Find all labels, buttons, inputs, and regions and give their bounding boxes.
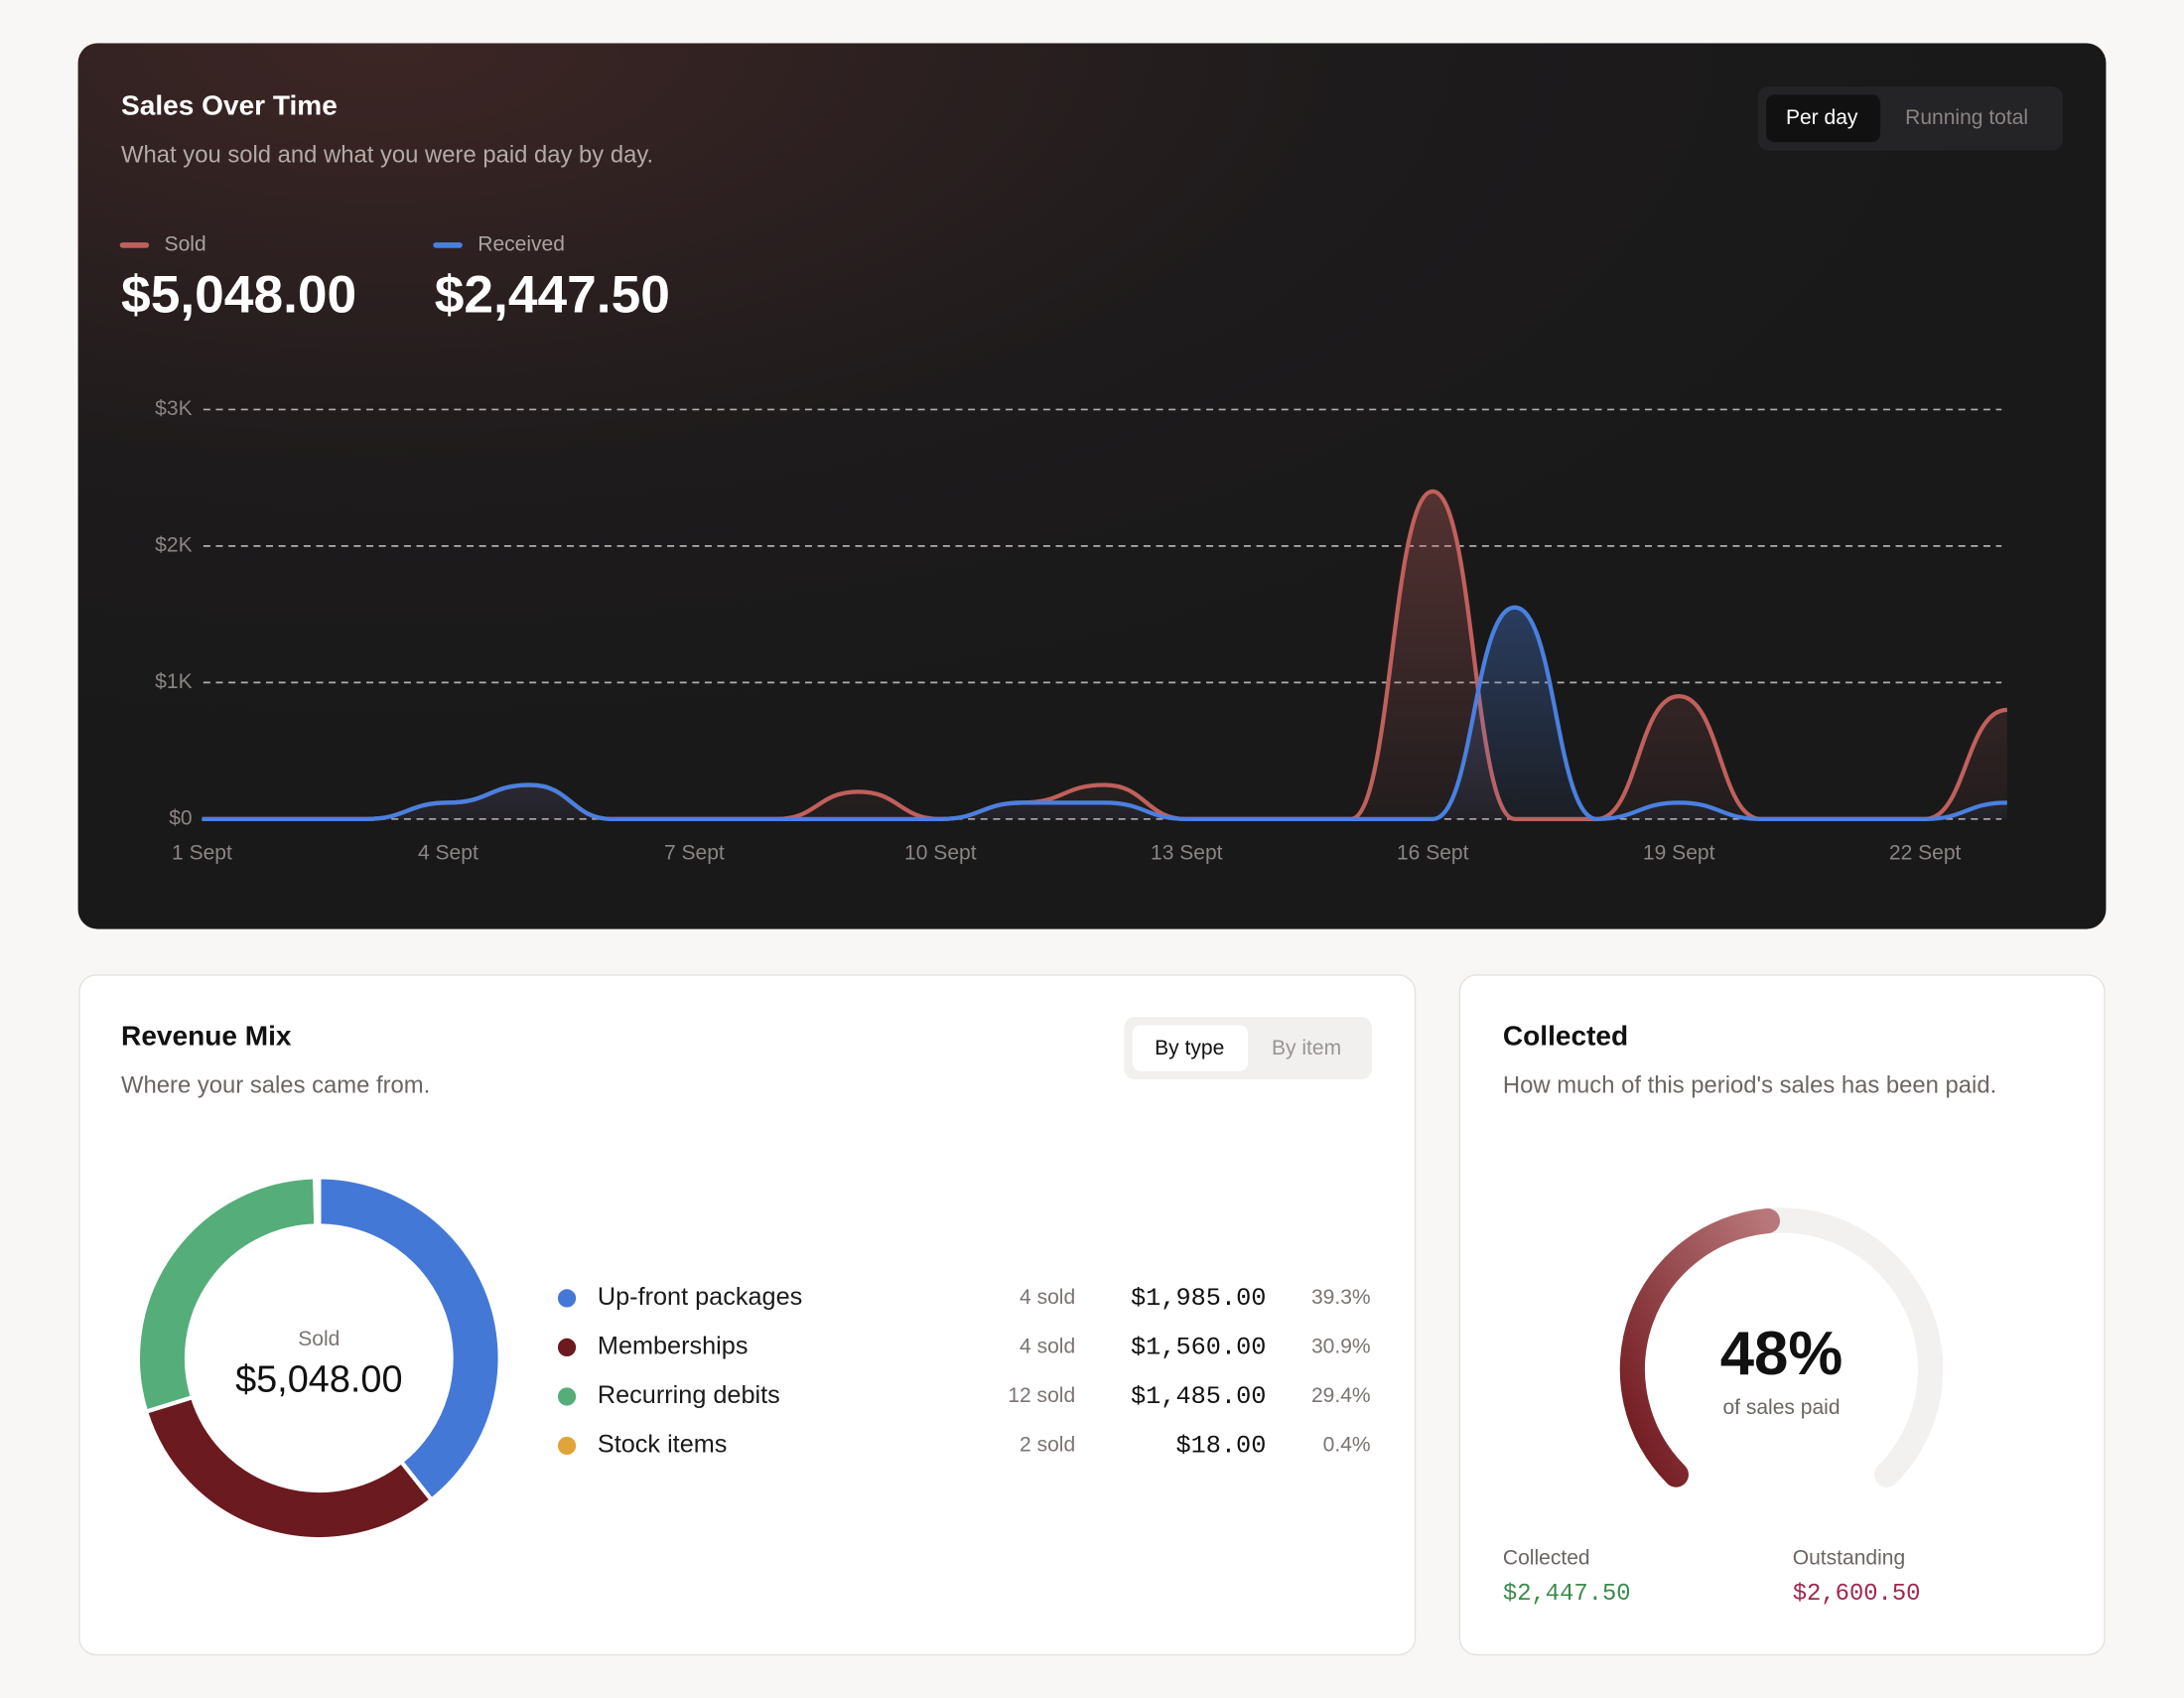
card-subtitle: What you sold and what you were paid day… [121, 141, 653, 168]
x-tick-label: 4 Sept [418, 841, 478, 864]
sold-count: 4 sold [1020, 1335, 1075, 1357]
donut-slice [313, 1175, 322, 1228]
collected-card [1458, 974, 2106, 1656]
stat-value: $2,600.50 [1793, 1581, 1921, 1608]
y-tick-label: $2K [155, 533, 192, 556]
stat-label: Outstanding [1793, 1546, 1905, 1569]
gauge-chart: Collected $2,447.50 Outstanding $2,600.50 [1503, 1207, 1944, 1608]
amount: $1,985.00 [1131, 1284, 1266, 1313]
toggle-option[interactable]: Running total [1905, 106, 2028, 129]
y-tick-label: $3K [155, 397, 192, 420]
legend-label: Sold [165, 232, 206, 255]
card-title: Revenue Mix [121, 1020, 292, 1051]
sales-chart: Sold $5,048.00 Received $2,447.50 $0 $1K $2K $3… [119, 232, 2008, 864]
amount: $1,485.00 [1131, 1382, 1266, 1411]
legend-label: Received [478, 232, 565, 255]
legend-dot [557, 1387, 577, 1406]
legend-label: Recurring debits [598, 1381, 780, 1409]
share: 30.9% [1311, 1335, 1371, 1357]
gauge-value: 48% [1720, 1320, 1843, 1388]
stat-label: Collected [1503, 1546, 1590, 1569]
share: 0.4% [1323, 1434, 1371, 1457]
legend-total: $2,447.50 [435, 265, 670, 324]
legend-dot [557, 1338, 577, 1357]
x-tick-label: 1 Sept [172, 841, 232, 864]
x-tick-label: 10 Sept [904, 841, 977, 864]
legend-dot [557, 1289, 577, 1308]
card-subtitle: How much of this period's sales has been… [1503, 1071, 1996, 1098]
legend-total: $5,048.00 [121, 265, 356, 324]
gauge-value-arc [1619, 1207, 1781, 1487]
toggle-active[interactable] [1132, 1025, 1249, 1071]
toggle-option[interactable]: By item [1272, 1037, 1341, 1060]
y-tick-label: $0 [169, 806, 192, 829]
sold-count: 2 sold [1020, 1434, 1075, 1457]
card-title: Sales Over Time [121, 89, 338, 120]
x-tick-label: 22 Sept [1889, 841, 1962, 864]
legend-dot [557, 1436, 577, 1456]
donut-slice [143, 1394, 435, 1542]
toggle-active[interactable] [1766, 94, 1881, 143]
card-subtitle: Where your sales came from. [121, 1071, 430, 1098]
card-title: Collected [1503, 1020, 1628, 1051]
share: 39.3% [1311, 1286, 1371, 1309]
share: 29.4% [1311, 1384, 1371, 1407]
gauge-caption: of sales paid [1722, 1396, 1840, 1419]
amount: $18.00 [1175, 1432, 1266, 1461]
legend-label: Up-front packages [598, 1283, 802, 1311]
line [202, 605, 2007, 821]
toggle-option[interactable]: By type [1155, 1037, 1224, 1060]
x-tick-label: 7 Sept [664, 841, 725, 864]
x-tick-label: 16 Sept [1397, 841, 1469, 864]
area [202, 607, 2007, 819]
mix-chart: Up-front packages 4 sold $1,985.00 39.3% Mem… [135, 1175, 1371, 1542]
x-tick-label: 19 Sept [1643, 841, 1715, 864]
donut-center-label: Sold [298, 1328, 340, 1350]
donut-center-value: $5,048.00 [235, 1359, 402, 1401]
stat-value: $2,447.50 [1503, 1581, 1631, 1608]
amount: $1,560.00 [1131, 1334, 1266, 1362]
toggle-option[interactable]: Per day [1786, 106, 1858, 129]
sold-count: 4 sold [1020, 1286, 1075, 1309]
y-tick-label: $1K [155, 670, 192, 693]
sales-card [77, 43, 2107, 929]
donut-slice [317, 1175, 502, 1503]
sold-count: 12 sold [1008, 1384, 1075, 1407]
legend-label: Memberships [598, 1333, 749, 1360]
legend-label: Stock items [598, 1431, 728, 1459]
x-tick-label: 13 Sept [1151, 841, 1223, 864]
